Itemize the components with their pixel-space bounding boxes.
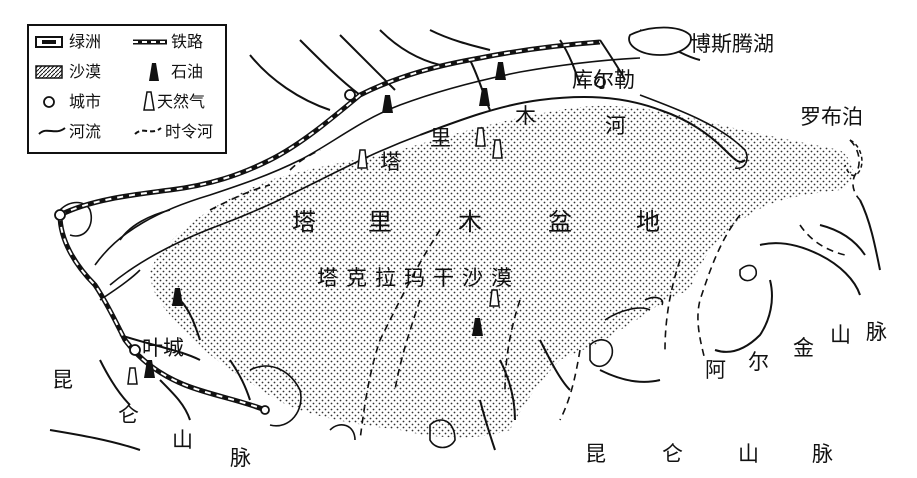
bosten-lake [628, 26, 692, 56]
lop-nur-lake [844, 139, 863, 177]
legend-oil: 石油 [171, 62, 204, 81]
legend-seasonal-river: 时令河 [165, 122, 214, 141]
label-tarim-basin-2: 里 [368, 208, 392, 236]
river-legend-icon [38, 127, 66, 135]
label-altun-2: 尔 [748, 350, 769, 374]
railway-legend-icon [133, 39, 167, 45]
legend-railway: 铁路 [171, 32, 204, 51]
cities [54, 76, 606, 415]
legend-city: 城市 [69, 92, 102, 111]
oil-marker-4 [172, 288, 183, 306]
label-taklimakan-desert: 塔克拉玛干沙漠 [317, 266, 520, 290]
label-tarim-basin-3: 木 [458, 208, 482, 236]
oil-markers [144, 62, 506, 378]
gas-marker-1 [357, 149, 368, 169]
city-kashgar [54, 209, 66, 221]
city-mid [344, 89, 356, 101]
label-tarim-river-3: 木 [515, 104, 536, 128]
label-kunlun-bottom-2: 仑 [662, 442, 683, 466]
gas-legend-icon [143, 91, 155, 111]
gas-marker-4 [489, 289, 500, 307]
city-korla [594, 76, 606, 88]
oil-legend-icon [149, 63, 159, 81]
gas-markers [127, 127, 503, 385]
gas-marker-2 [475, 127, 486, 147]
oil-marker-1 [382, 95, 393, 113]
label-tarim-basin-5: 地 [636, 208, 660, 236]
label-kunlun-left-2: 仑 [118, 403, 139, 427]
gas-marker-3 [492, 139, 503, 159]
label-tarim-river-2: 里 [430, 126, 451, 150]
label-altun-3: 金 [793, 336, 814, 360]
map-legend: 绿洲 铁路 沙漠 石油 城市 天然气 河流 时令河 [27, 24, 227, 154]
label-kunlun-bottom-1: 昆 [585, 442, 606, 466]
label-tarim-river-4: 河 [605, 114, 626, 138]
oil-marker-3 [495, 62, 506, 80]
label-yecheng: 叶城 [142, 336, 184, 360]
label-kunlun-left-3: 山 [172, 428, 193, 452]
seasonal-rivers [209, 139, 861, 441]
label-kunlun-left-1: 昆 [52, 368, 73, 392]
seasonal-river-legend-icon [134, 127, 162, 135]
label-tarim-basin-1: 塔 [292, 208, 316, 236]
city-legend-icon [43, 96, 55, 108]
label-korla: 库尔勒 [572, 68, 635, 92]
label-altun-5: 脉 [866, 320, 887, 344]
label-tarim-river-1: 塔 [380, 150, 401, 174]
oil-marker-5 [472, 318, 483, 336]
oil-marker-2 [479, 88, 490, 106]
label-bosten-lake: 博斯腾湖 [690, 32, 774, 56]
city-east [260, 405, 270, 415]
taklimakan-desert-area [150, 105, 854, 438]
city-yecheng [129, 344, 141, 356]
railway-line [57, 39, 601, 413]
gas-marker-5 [127, 367, 138, 385]
legend-desert: 沙漠 [69, 62, 102, 81]
label-kunlun-bottom-4: 脉 [812, 442, 833, 466]
oil-marker-6 [144, 360, 155, 378]
label-lop-nur: 罗布泊 [800, 105, 863, 129]
desert-legend-icon [35, 65, 63, 79]
oasis-legend-icon [35, 36, 63, 48]
label-altun-4: 山 [830, 323, 851, 347]
label-altun-1: 阿 [705, 358, 726, 382]
legend-oasis: 绿洲 [69, 32, 102, 51]
label-tarim-basin-4: 盆 [548, 208, 572, 236]
label-kunlun-bottom-3: 山 [738, 442, 759, 466]
legend-gas: 天然气 [157, 92, 206, 111]
label-kunlun-left-4: 脉 [230, 446, 251, 470]
legend-river: 河流 [69, 122, 102, 141]
